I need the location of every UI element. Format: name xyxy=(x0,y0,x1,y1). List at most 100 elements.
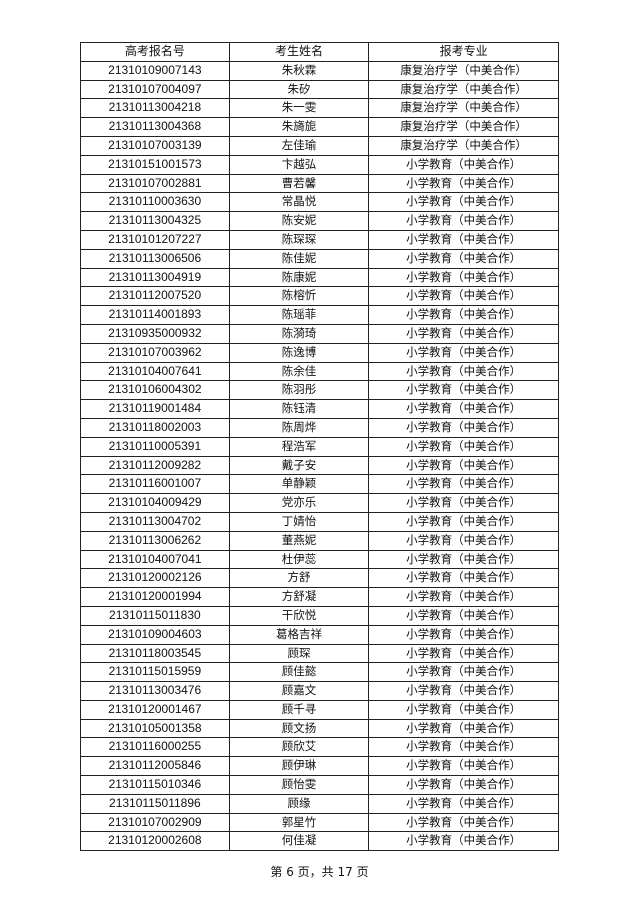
major-cell: 小学教育（中美合作） xyxy=(368,380,559,401)
table-row: 21310151001573 卞越弘 小学教育（中美合作） xyxy=(80,154,559,175)
major-cell: 小学教育（中美合作） xyxy=(368,248,559,269)
exam-id-cell: 21310119001484 xyxy=(80,399,230,419)
exam-id-cell: 21310112005846 xyxy=(80,756,230,777)
exam-id-cell: 21310120001994 xyxy=(80,587,230,607)
student-name-cell: 顾琛 xyxy=(228,643,370,664)
student-name-cell: 陈瑶菲 xyxy=(228,305,370,325)
student-name-cell: 何佳凝 xyxy=(228,831,370,852)
exam-id-cell: 21310115015959 xyxy=(80,662,230,683)
exam-id-cell: 21310107002909 xyxy=(80,812,230,833)
exam-id-cell: 21310120002608 xyxy=(80,831,230,852)
exam-id-cell: 21310107002881 xyxy=(80,173,230,194)
exam-id-cell: 21310113004702 xyxy=(80,511,230,532)
major-cell: 小学教育（中美合作） xyxy=(368,455,559,476)
major-cell: 小学教育（中美合作） xyxy=(368,549,559,570)
major-cell: 小学教育（中美合作） xyxy=(368,229,559,250)
major-cell: 康复治疗学（中美合作） xyxy=(368,60,559,81)
table-row: 21310109004603 葛格吉祥 小学教育（中美合作） xyxy=(80,624,559,645)
table-row: 21310119001484 陈钰清 小学教育（中美合作） xyxy=(80,399,559,419)
table-row: 21310120002126 方舒 小学教育（中美合作） xyxy=(80,568,559,589)
major-cell: 小学教育（中美合作） xyxy=(368,286,559,307)
major-cell: 小学教育（中美合作） xyxy=(368,812,559,833)
table-row: 21310115011830 干欣悦 小学教育（中美合作） xyxy=(80,605,559,626)
exam-id-cell: 21310104007041 xyxy=(80,549,230,570)
major-cell: 康复治疗学（中美合作） xyxy=(368,135,559,156)
major-cell: 小学教育（中美合作） xyxy=(368,662,559,683)
major-cell: 康复治疗学（中美合作） xyxy=(368,79,559,100)
exam-id-cell: 21310118002003 xyxy=(80,417,230,438)
exam-id-cell: 21310113004218 xyxy=(80,98,230,119)
table-row: 21310113003476 顾嘉文 小学教育（中美合作） xyxy=(80,681,559,701)
student-name-cell: 顾缘 xyxy=(228,793,370,814)
table-row: 21310115011896 顾缘 小学教育（中美合作） xyxy=(80,793,559,814)
exam-id-cell: 21310113004919 xyxy=(80,267,230,288)
major-cell: 小学教育（中美合作） xyxy=(368,605,559,626)
exam-id-cell: 21310113006262 xyxy=(80,530,230,551)
table-row: 21310112007520 陈榕忻 小学教育（中美合作） xyxy=(80,286,559,307)
major-cell: 小学教育（中美合作） xyxy=(368,211,559,231)
major-cell: 小学教育（中美合作） xyxy=(368,436,559,457)
student-name-cell: 陈钰清 xyxy=(228,399,370,419)
table-row: 21310935000932 陈漪琦 小学教育（中美合作） xyxy=(80,323,559,344)
table-row: 21310104007641 陈余佳 小学教育（中美合作） xyxy=(80,361,559,382)
major-cell: 小学教育（中美合作） xyxy=(368,173,559,194)
exam-id-cell: 21310120001467 xyxy=(80,699,230,720)
table-row: 21310113004218 朱一雯 康复治疗学（中美合作） xyxy=(80,98,559,119)
exam-id-cell: 21310110003630 xyxy=(80,192,230,213)
major-cell: 小学教育（中美合作） xyxy=(368,775,559,795)
exam-id-cell: 21310116001007 xyxy=(80,474,230,495)
student-name-cell: 陈佳妮 xyxy=(228,248,370,269)
student-name-cell: 顾佳懿 xyxy=(228,662,370,683)
major-cell: 小学教育（中美合作） xyxy=(368,323,559,344)
table-row: 21310113004325 陈安妮 小学教育（中美合作） xyxy=(80,211,559,231)
exam-id-cell: 21310113004368 xyxy=(80,117,230,137)
student-name-cell: 顾伊琳 xyxy=(228,756,370,777)
major-cell: 小学教育（中美合作） xyxy=(368,831,559,852)
exam-id-cell: 21310109004603 xyxy=(80,624,230,645)
exam-id-cell: 21310120002126 xyxy=(80,568,230,589)
exam-id-cell: 21310151001573 xyxy=(80,154,230,175)
exam-id-cell: 21310101207227 xyxy=(80,229,230,250)
exam-id-cell: 21310935000932 xyxy=(80,323,230,344)
student-name-cell: 朱旖旎 xyxy=(228,117,370,137)
page-number: 第 6 页，共 17 页 xyxy=(270,865,369,879)
table-row: 21310116001007 单静颖 小学教育（中美合作） xyxy=(80,474,559,495)
student-name-cell: 朱一雯 xyxy=(228,98,370,119)
header-major: 报考专业 xyxy=(368,42,559,62)
exam-id-cell: 21310104009429 xyxy=(80,493,230,513)
student-name-cell: 方舒凝 xyxy=(228,587,370,607)
table-row: 21310114001893 陈瑶菲 小学教育（中美合作） xyxy=(80,305,559,325)
table-row: 21310113004368 朱旖旎 康复治疗学（中美合作） xyxy=(80,117,559,137)
table-row: 21310118003545 顾琛 小学教育（中美合作） xyxy=(80,643,559,664)
student-name-cell: 董燕妮 xyxy=(228,530,370,551)
student-name-cell: 顾欣艾 xyxy=(228,737,370,758)
exam-id-cell: 21310106004302 xyxy=(80,380,230,401)
major-cell: 小学教育（中美合作） xyxy=(368,624,559,645)
exam-id-cell: 21310112009282 xyxy=(80,455,230,476)
major-cell: 小学教育（中美合作） xyxy=(368,192,559,213)
exam-id-cell: 21310109007143 xyxy=(80,60,230,81)
student-name-cell: 陈琛琛 xyxy=(228,229,370,250)
table-row: 21310120001994 方舒凝 小学教育（中美合作） xyxy=(80,587,559,607)
student-name-cell: 陈周烨 xyxy=(228,417,370,438)
major-cell: 小学教育（中美合作） xyxy=(368,756,559,777)
major-cell: 小学教育（中美合作） xyxy=(368,474,559,495)
exam-id-cell: 21310104007641 xyxy=(80,361,230,382)
table-row: 21310112009282 戴子安 小学教育（中美合作） xyxy=(80,455,559,476)
student-name-cell: 陈榕忻 xyxy=(228,286,370,307)
table-row: 21310107004097 朱矽 康复治疗学（中美合作） xyxy=(80,79,559,100)
table-row: 21310113004702 丁婧怡 小学教育（中美合作） xyxy=(80,511,559,532)
major-cell: 小学教育（中美合作） xyxy=(368,737,559,758)
student-name-cell: 葛格吉祥 xyxy=(228,624,370,645)
exam-id-cell: 21310112007520 xyxy=(80,286,230,307)
exam-id-cell: 21310115011896 xyxy=(80,793,230,814)
major-cell: 小学教育（中美合作） xyxy=(368,399,559,419)
major-cell: 小学教育（中美合作） xyxy=(368,154,559,175)
table-row: 21310107002881 曹若馨 小学教育（中美合作） xyxy=(80,173,559,194)
exam-id-cell: 21310105001358 xyxy=(80,718,230,739)
major-cell: 小学教育（中美合作） xyxy=(368,643,559,664)
major-cell: 小学教育（中美合作） xyxy=(368,718,559,739)
student-name-cell: 陈余佳 xyxy=(228,361,370,382)
student-name-cell: 干欣悦 xyxy=(228,605,370,626)
table-row: 21310109007143 朱秋霖 康复治疗学（中美合作） xyxy=(80,60,559,81)
